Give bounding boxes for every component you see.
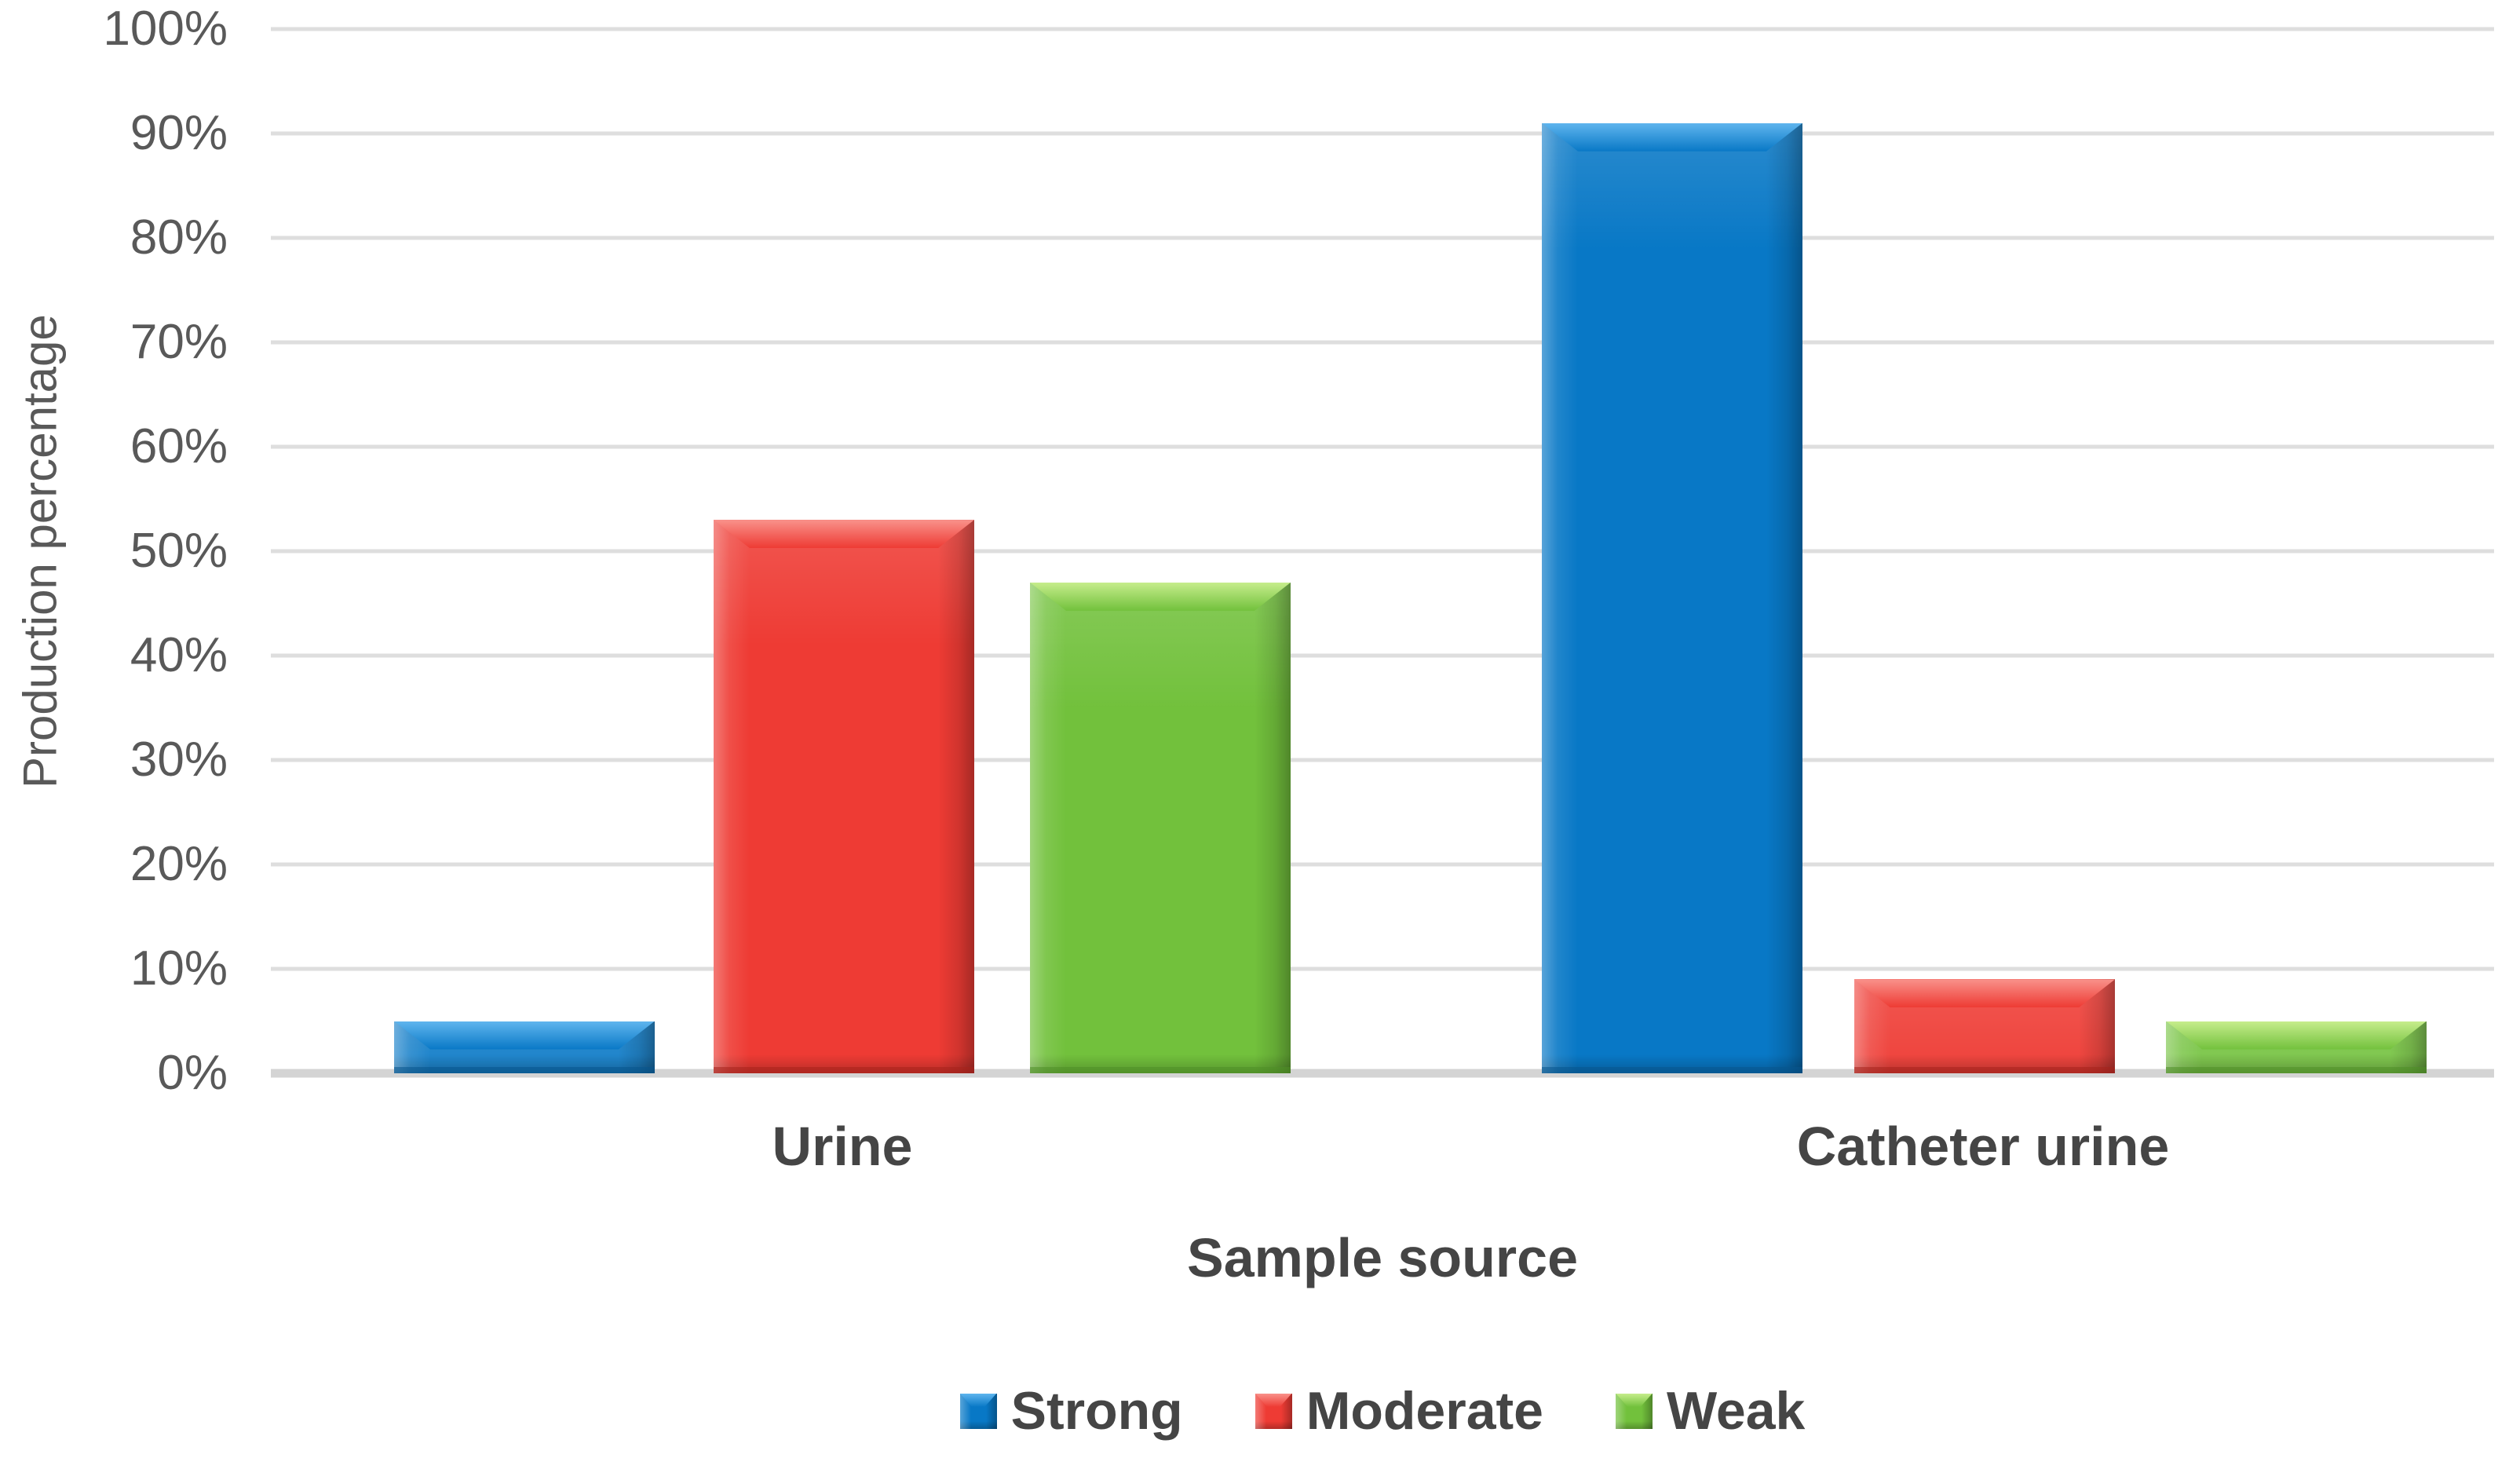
category-label-catheter-urine: Catheter urine xyxy=(1796,1116,2170,1177)
legend-label-strong: Strong xyxy=(1010,1381,1183,1441)
legend: Strong Moderate Weak xyxy=(271,1380,2494,1442)
gridline xyxy=(271,444,2494,449)
bar-weak-urine xyxy=(1030,582,1291,1074)
gridline xyxy=(271,236,2494,240)
plot-area xyxy=(271,27,2494,1078)
y-axis-tick-label: 100% xyxy=(103,2,228,56)
bar-strong-urine xyxy=(394,1021,655,1073)
x-axis-title: Sample source xyxy=(1187,1227,1578,1288)
bar-moderate-urine xyxy=(714,520,974,1073)
y-axis-tick-label: 80% xyxy=(130,210,228,265)
bar-moderate-catheter-urine xyxy=(1854,979,2115,1073)
category-label-urine: Urine xyxy=(772,1116,913,1177)
y-axis-tick-label: 10% xyxy=(130,941,228,996)
gridline xyxy=(271,758,2494,762)
y-axis-tick-label: 70% xyxy=(130,315,228,369)
gridline xyxy=(271,967,2494,971)
legend-item-strong: Strong xyxy=(959,1380,1183,1442)
legend-item-moderate: Moderate xyxy=(1255,1380,1543,1442)
legend-marker-moderate xyxy=(1255,1393,1292,1429)
y-axis-tick-label: 30% xyxy=(130,733,228,787)
x-axis-line xyxy=(271,1069,2494,1078)
gridline xyxy=(271,862,2494,867)
gridline xyxy=(271,27,2494,31)
y-axis-tick-label: 0% xyxy=(157,1046,228,1100)
gridline xyxy=(271,340,2494,345)
legend-label-weak: Weak xyxy=(1666,1381,1806,1441)
bar-weak-catheter-urine xyxy=(2166,1021,2427,1073)
y-axis-tick-label: 90% xyxy=(130,106,228,160)
gridline xyxy=(271,131,2494,136)
legend-label-moderate: Moderate xyxy=(1306,1381,1543,1441)
legend-item-weak: Weak xyxy=(1615,1380,1806,1442)
gridline xyxy=(271,653,2494,658)
bar-strong-catheter-urine xyxy=(1542,122,1802,1074)
legend-marker-weak xyxy=(1615,1393,1653,1429)
y-axis-tick-label: 60% xyxy=(130,419,228,473)
legend-marker-strong xyxy=(959,1393,997,1429)
y-axis-tick-label: 20% xyxy=(130,837,228,891)
y-axis-tick-label: 50% xyxy=(130,524,228,578)
gridline xyxy=(271,549,2494,554)
y-axis-tick-label: 40% xyxy=(130,628,228,682)
